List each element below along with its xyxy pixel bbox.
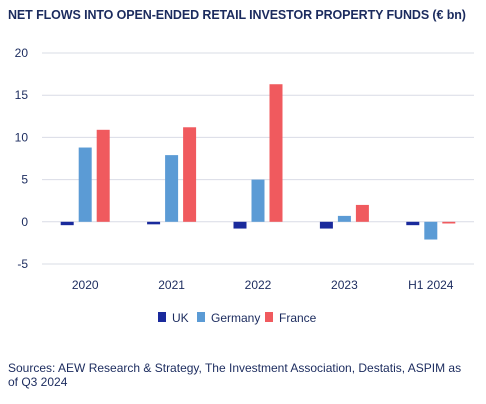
bar-france-2021 [183, 127, 197, 222]
x-tick-label: H1 2024 [408, 278, 454, 292]
bars [60, 84, 456, 240]
bar-germany-2022 [251, 179, 265, 222]
bar-france-2020 [96, 129, 110, 222]
bar-germany-h1-2024 [424, 221, 438, 240]
bar-uk-2021 [147, 221, 161, 225]
y-tick-label: 5 [21, 173, 28, 187]
bar-germany-2023 [337, 215, 351, 222]
legend-swatch-uk [158, 312, 166, 322]
legend-label-germany: Germany [211, 311, 260, 325]
bar-france-h1-2024 [442, 221, 456, 224]
bar-france-2023 [355, 204, 369, 222]
legend-swatch-germany [197, 312, 205, 322]
y-axis-tick-labels: -5 0 5 10 15 20 [15, 46, 29, 271]
x-tick-label: 2023 [331, 278, 358, 292]
x-tick-label: 2022 [245, 278, 272, 292]
x-tick-label: 2021 [158, 278, 185, 292]
bar-france-2022 [269, 84, 283, 222]
legend-swatch-france [265, 312, 273, 322]
y-tick-label: 0 [21, 215, 28, 229]
x-tick-label: 2020 [72, 278, 99, 292]
x-axis-tick-labels: 2020 2021 2022 2023 H1 2024 [72, 278, 454, 292]
legend: UK Germany France [158, 311, 317, 325]
bar-germany-2021 [165, 155, 179, 222]
legend-label-uk: UK [172, 311, 189, 325]
bar-uk-2023 [319, 221, 333, 229]
source-note: Sources: AEW Research & Strategy, The In… [8, 361, 462, 389]
bar-germany-2020 [78, 147, 92, 222]
bar-uk-2022 [233, 221, 247, 229]
bar-uk-2020 [60, 221, 74, 226]
bar-uk-h1-2024 [406, 221, 420, 226]
chart-title: NET FLOWS INTO OPEN-ENDED RETAIL INVESTO… [8, 8, 466, 22]
legend-label-france: France [279, 311, 317, 325]
bar-chart: -5 0 5 10 15 20 2020 2021 2022 2023 H1 2024 UK Ger… [15, 46, 474, 325]
y-tick-label: -5 [17, 257, 28, 271]
y-tick-label: 15 [15, 88, 29, 102]
y-tick-label: 10 [15, 130, 29, 144]
y-tick-label: 20 [15, 46, 29, 60]
